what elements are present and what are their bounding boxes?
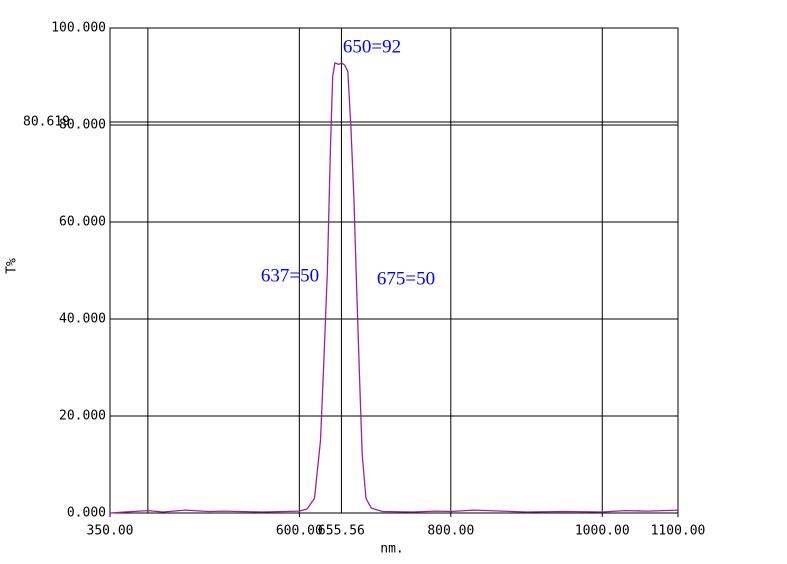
series-line xyxy=(109,61,679,514)
cursor-x-label: 655.56 xyxy=(318,524,365,539)
y-tick-label: 20.000 xyxy=(59,409,106,424)
x-tick-label: 800.00 xyxy=(427,524,474,539)
x-tick-label: 600.00 xyxy=(276,524,323,539)
x-tick-label: 1000.00 xyxy=(575,524,630,539)
cursor-y-label: 80.619 xyxy=(23,114,70,129)
annotation: 650=92 xyxy=(343,36,401,57)
x-tick-label: 350.00 xyxy=(87,524,134,539)
y-tick-label: 100.000 xyxy=(51,21,106,36)
annotation: 675=50 xyxy=(377,268,435,289)
plot-frame xyxy=(109,27,679,514)
x-axis-label: nm. xyxy=(380,542,403,557)
y-tick-label: 60.000 xyxy=(59,215,106,230)
y-tick-label: 0.000 xyxy=(67,506,106,521)
annotation: 637=50 xyxy=(261,265,319,286)
y-axis-label: T% xyxy=(5,258,20,274)
y-tick-label: 40.000 xyxy=(59,312,106,327)
y-tick-label: 80.000 xyxy=(59,118,106,133)
x-tick-label: 1100.00 xyxy=(651,524,706,539)
